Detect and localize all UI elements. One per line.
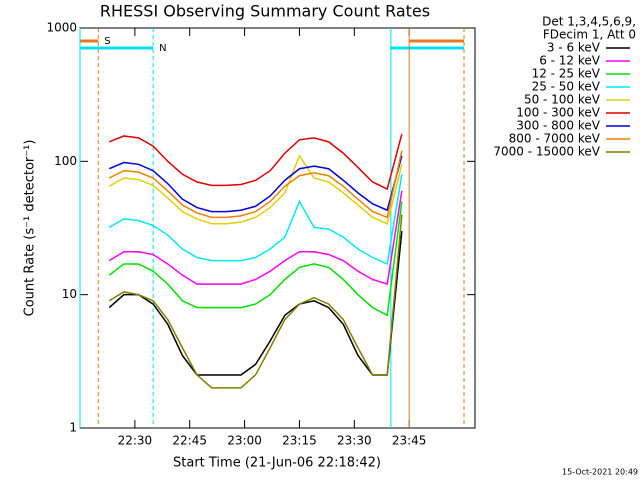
- legend-label: 800 - 7000 keV: [509, 132, 601, 146]
- y-tick-label: 100: [54, 154, 77, 168]
- legend-label: 3 - 6 keV: [547, 41, 601, 55]
- legend-label: 300 - 800 keV: [516, 119, 600, 133]
- series-line: [108, 150, 403, 219]
- series-line: [108, 214, 403, 389]
- series-line: [108, 154, 403, 225]
- series-line: [108, 155, 403, 213]
- series-line: [108, 230, 403, 376]
- series-line: [108, 133, 403, 191]
- legend-label: 12 - 25 keV: [532, 67, 601, 81]
- legend-label: 50 - 100 keV: [524, 93, 601, 107]
- y-axis-label: Count Rate (s⁻¹ detector⁻¹): [23, 140, 38, 317]
- x-tick-label: 23:45: [392, 434, 427, 448]
- y-tick-label: 1000: [46, 21, 77, 35]
- series-line: [108, 190, 403, 286]
- legend-header: Det 1,3,4,5,6,9,: [542, 15, 636, 29]
- legend-header: FDecim 1, Att 0: [543, 28, 636, 42]
- legend-label: 7000 - 15000 keV: [493, 145, 600, 159]
- legend-label: 25 - 50 keV: [532, 80, 601, 94]
- legend-label: 100 - 300 keV: [516, 106, 600, 120]
- x-axis-label: Start Time (21-Jun-06 22:18:42): [173, 456, 381, 471]
- y-tick-label: 10: [62, 287, 77, 301]
- series-line: [108, 201, 403, 317]
- x-tick-label: 23:15: [282, 434, 317, 448]
- x-tick-label: 22:30: [118, 434, 153, 448]
- x-tick-label: 22:45: [172, 434, 207, 448]
- legend-label: 6 - 12 keV: [539, 54, 601, 68]
- x-tick-label: 23:00: [227, 434, 262, 448]
- x-tick-label: 23:30: [337, 434, 372, 448]
- interval-label: N: [159, 43, 166, 54]
- footer: 15-Oct-2021 20:49: [562, 468, 638, 477]
- series-line: [108, 174, 403, 266]
- y-tick-label: 1: [69, 421, 77, 435]
- chart-title: RHESSI Observing Summary Count Rates: [100, 2, 430, 21]
- interval-label: S: [104, 36, 110, 47]
